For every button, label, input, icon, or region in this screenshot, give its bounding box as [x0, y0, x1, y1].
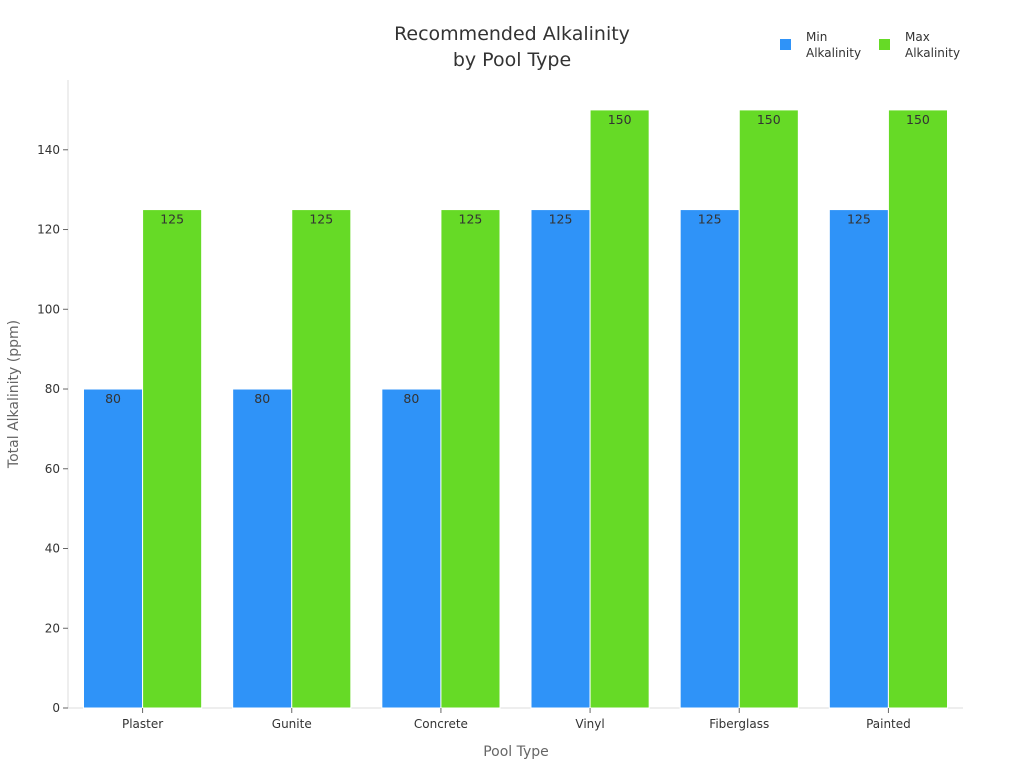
- data-label: 150: [906, 112, 930, 127]
- y-ticks: 0 20 40 60 80 100 120 140: [37, 143, 68, 715]
- bar-fiberglass-0: [679, 209, 740, 709]
- y-tick-label: 40: [45, 542, 60, 556]
- x-tick-label: Plaster: [122, 717, 163, 731]
- data-label: 80: [254, 391, 270, 406]
- data-label: 125: [459, 212, 483, 227]
- data-label: 150: [608, 112, 632, 127]
- data-label: 150: [757, 112, 781, 127]
- bar-plaster-1: [142, 209, 203, 709]
- bar-vinyl-0: [530, 209, 591, 709]
- bar-painted-0: [828, 209, 889, 709]
- y-tick-label: 60: [45, 462, 60, 476]
- bar-gunite-1: [291, 209, 352, 709]
- bar-gunite-0: [232, 388, 293, 709]
- x-tick-label: Fiberglass: [709, 717, 769, 731]
- legend-label: Alkalinity: [806, 46, 861, 60]
- bar-fiberglass-1: [738, 109, 799, 709]
- bar-concrete-1: [440, 209, 501, 709]
- data-label: 80: [403, 391, 419, 406]
- legend: Min Alkalinity Max Alkalinity: [780, 30, 960, 60]
- y-tick-label: 120: [37, 223, 60, 237]
- bar-vinyl-1: [589, 109, 650, 709]
- x-tick-label: Vinyl: [575, 717, 604, 731]
- legend-swatch: [879, 39, 890, 50]
- x-axis-label: Pool Type: [483, 744, 549, 760]
- y-axis-label: Total Alkalinity (ppm): [6, 320, 22, 469]
- data-label: 125: [160, 212, 184, 227]
- chart-title-line2: by Pool Type: [453, 49, 571, 71]
- x-tick-label: Gunite: [272, 717, 312, 731]
- data-label: 125: [549, 212, 573, 227]
- legend-label: Max: [905, 30, 930, 44]
- legend-label: Min: [806, 30, 827, 44]
- data-label: 125: [698, 212, 722, 227]
- y-tick-label: 100: [37, 302, 60, 316]
- bars: 80 125 80 125 80 125 125 150 125 150 125 150: [83, 109, 949, 709]
- legend-label: Alkalinity: [905, 46, 960, 60]
- x-tick-label: Concrete: [414, 717, 468, 731]
- data-label: 80: [105, 391, 121, 406]
- bar-painted-1: [887, 109, 949, 709]
- data-label: 125: [847, 212, 871, 227]
- chart-title-line1: Recommended Alkalinity: [394, 23, 630, 45]
- y-tick-label: 0: [52, 701, 60, 715]
- data-label: 125: [309, 212, 333, 227]
- y-tick-label: 80: [45, 382, 60, 396]
- y-tick-label: 20: [45, 621, 60, 635]
- x-ticks: Plaster Gunite Concrete Vinyl Fiberglass Pain…: [122, 708, 911, 731]
- y-tick-label: 140: [37, 143, 60, 157]
- bar-concrete-0: [381, 388, 442, 709]
- bar-plaster-0: [83, 388, 144, 709]
- legend-swatch: [780, 39, 791, 50]
- x-tick-label: Painted: [866, 717, 911, 731]
